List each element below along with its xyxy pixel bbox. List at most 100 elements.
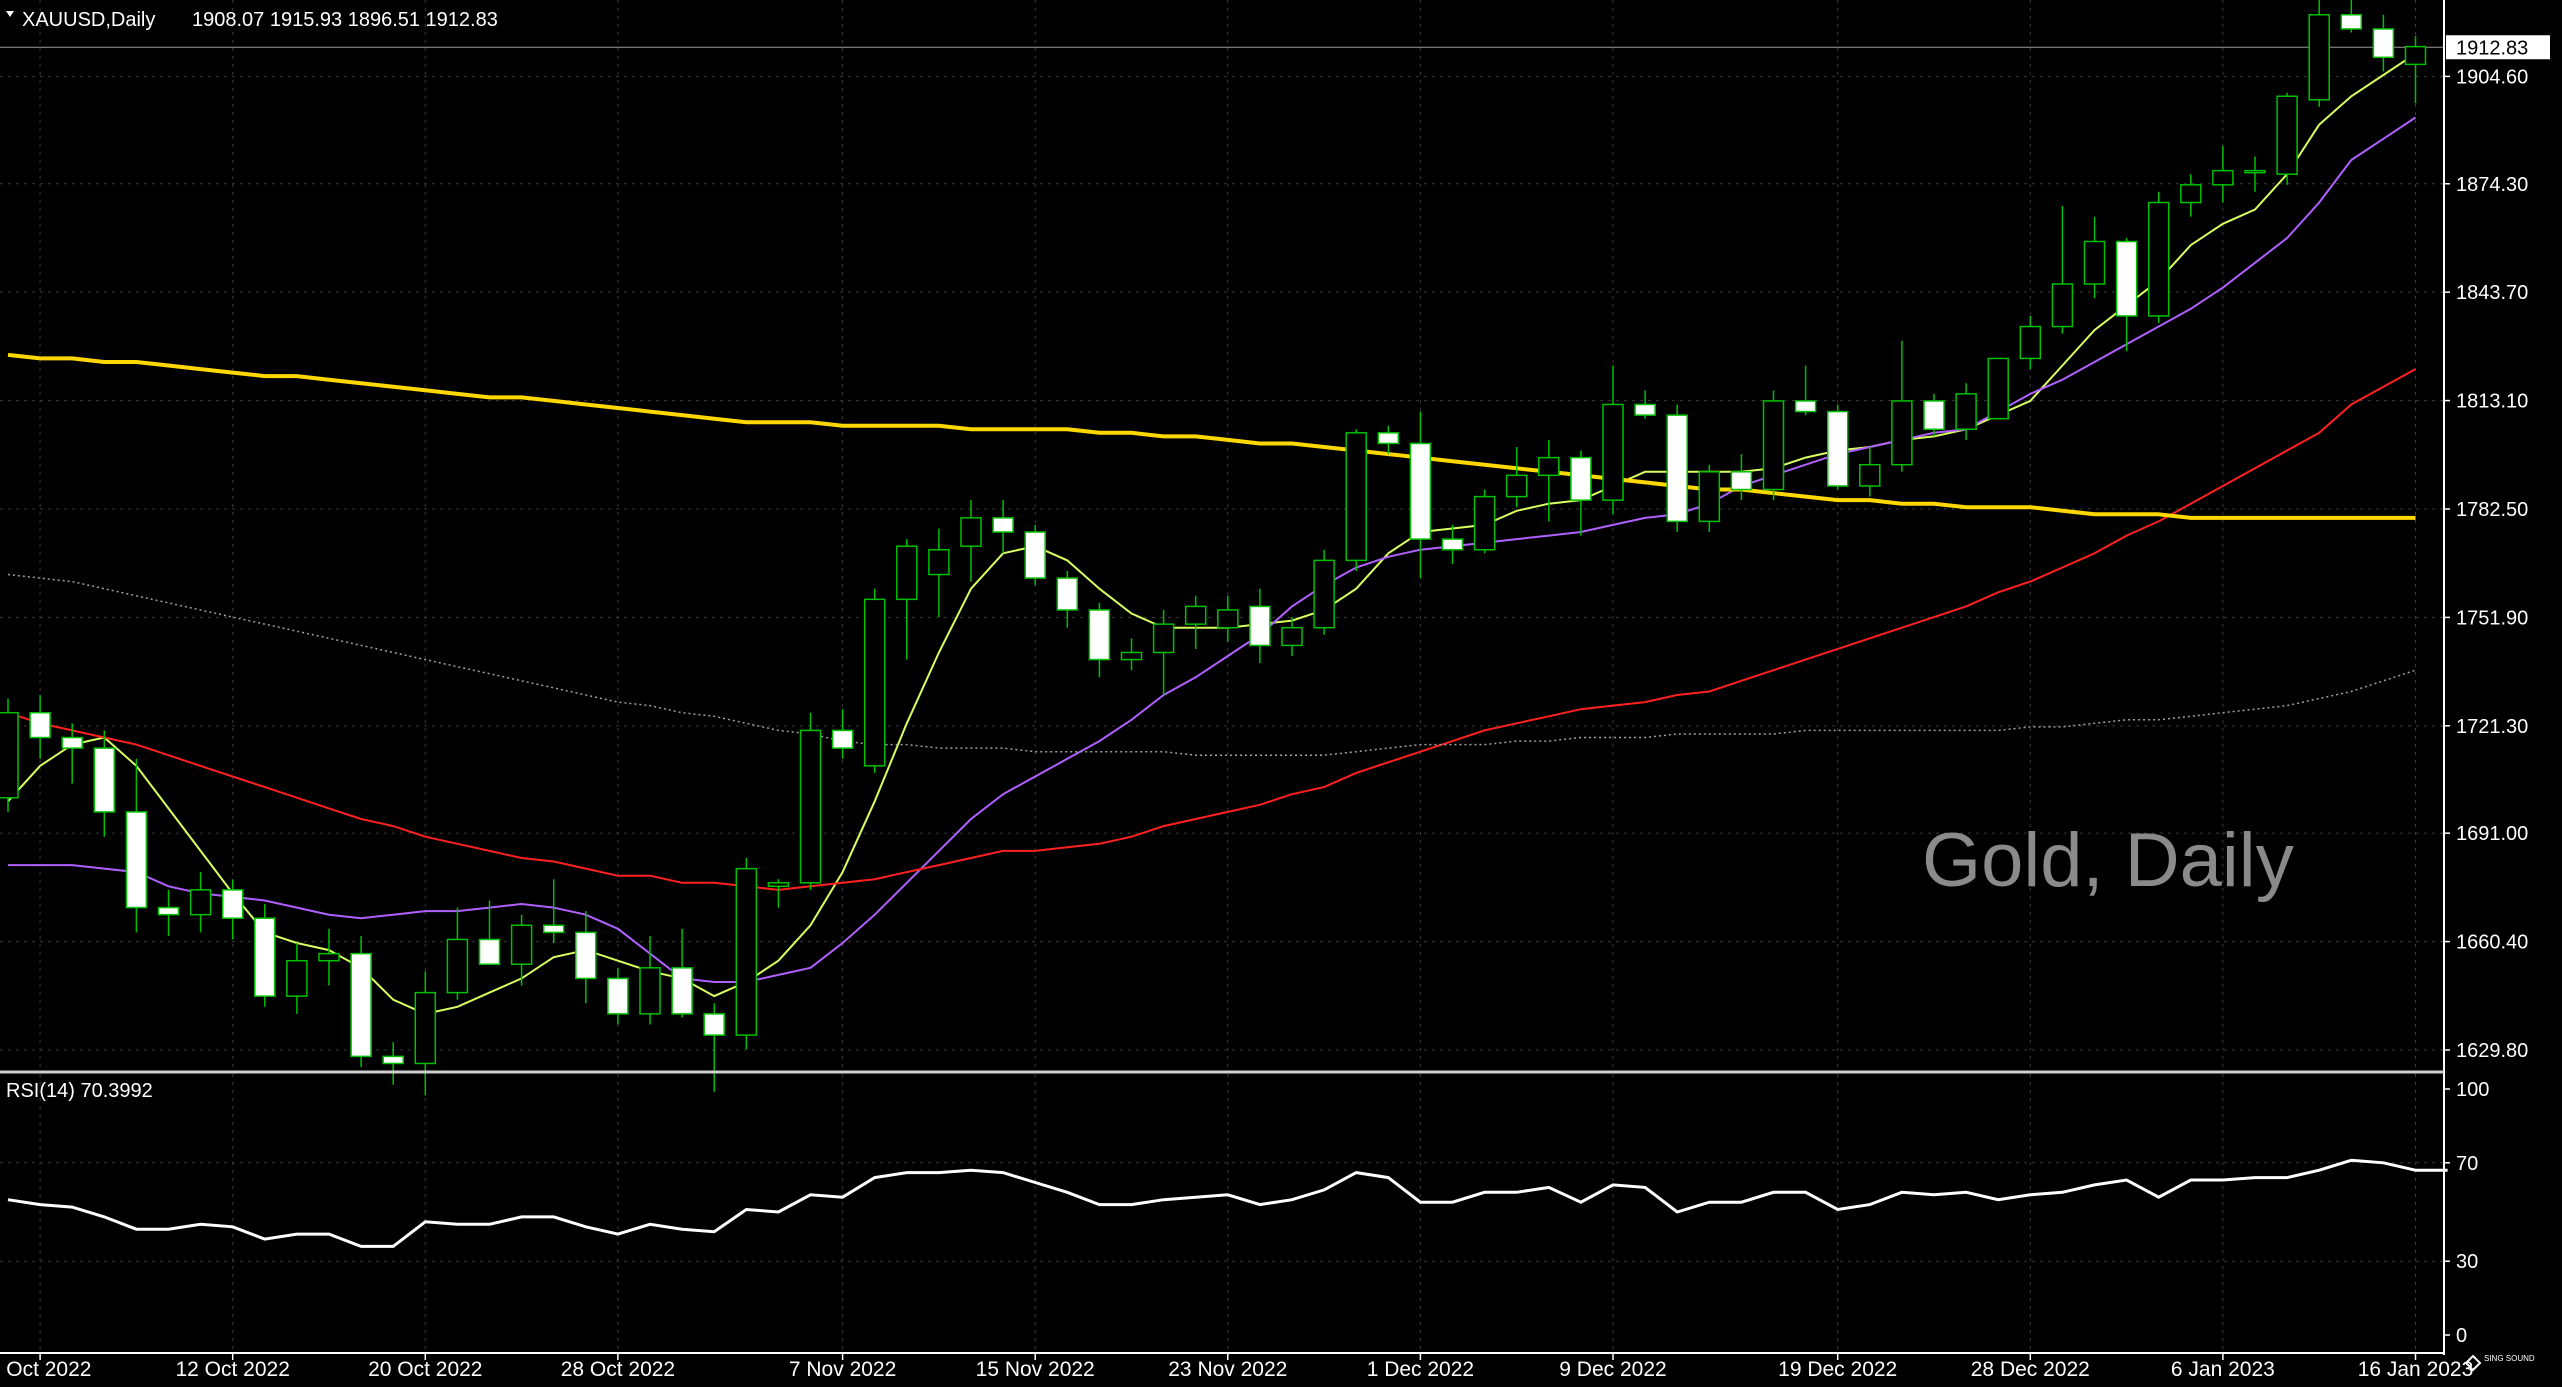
candle-bullish [1955, 383, 1977, 440]
candle-body [735, 867, 758, 1036]
candle-bullish [2276, 92, 2298, 185]
candle-bearish [350, 935, 372, 1068]
candle-bullish [799, 712, 822, 890]
x-tick-label: 6 Jan 2023 [2171, 1358, 2275, 1381]
rsi-y-tick-label: 30 [2456, 1251, 2478, 1273]
candle-bullish [1345, 429, 1367, 572]
candle-body [1538, 456, 1560, 477]
candle-bullish [1473, 489, 1496, 554]
candle-body [863, 598, 886, 767]
moving-average-line [7, 52, 2417, 1015]
x-tick-label: 1 Dec 2022 [1367, 1358, 1474, 1381]
moving-average-line [7, 573, 2416, 756]
candlesticks [0, 0, 2427, 1096]
candle-bearish [1088, 602, 1111, 678]
candle-body [1859, 463, 1881, 487]
x-tick-label: 28 Oct 2022 [561, 1358, 675, 1381]
candle-bullish [1120, 638, 1143, 671]
candle-body [1602, 403, 1624, 501]
candle-body [2372, 28, 2395, 59]
diamond-logo-icon [2464, 1354, 2482, 1372]
y-tick-label: 1904.60 [2456, 66, 2528, 88]
chart-frame [0, 0, 2445, 1355]
moving-averages [7, 52, 2417, 1015]
candle-bearish [542, 879, 565, 944]
candle-bearish [607, 967, 629, 1025]
candle-body [1826, 410, 1849, 487]
candle-body [1409, 442, 1432, 540]
x-tick-label: 7 Nov 2022 [789, 1358, 896, 1381]
candle-bearish [1923, 393, 1945, 437]
x-tick-label: 12 Oct 2022 [175, 1358, 289, 1381]
candle-body [1313, 559, 1335, 629]
candle-body [2083, 240, 2106, 285]
y-tick-label: 1691.00 [2456, 823, 2528, 845]
y-tick-label: 1660.40 [2456, 932, 2528, 954]
candle-bearish [2372, 14, 2395, 72]
candle-bullish [960, 500, 982, 582]
x-tick-label: 23 Nov 2022 [1168, 1358, 1287, 1381]
candle-body [1666, 414, 1688, 523]
candle-bullish [1538, 439, 1560, 522]
x-tick-label: 28 Dec 2022 [1971, 1358, 2090, 1381]
candle-body [1152, 623, 1175, 654]
candle-bullish [1891, 340, 1913, 472]
candle-body [61, 736, 83, 749]
y-tick-label: 1874.30 [2456, 174, 2528, 196]
candle-bearish [254, 904, 276, 1007]
candle-bearish [1056, 571, 1079, 628]
ohlc-label: 1908.07 1915.93 1896.51 1912.83 [192, 9, 498, 31]
candle-body [2340, 14, 2363, 30]
moving-average-line [8, 116, 2417, 983]
candle-body [29, 711, 51, 739]
candle-body [1056, 577, 1079, 611]
candle-bearish [1794, 365, 1817, 416]
collapse-triangle-icon[interactable] [6, 11, 14, 17]
candle-bullish [414, 971, 437, 1096]
candle-body [2212, 169, 2234, 186]
brand-logo: SING SOUND [2464, 1354, 2535, 1372]
candle-body [1441, 538, 1464, 551]
candle-body [960, 517, 982, 547]
y-tick-label: 1629.80 [2456, 1040, 2528, 1062]
candle-body [542, 924, 565, 934]
candle-bullish [2051, 206, 2074, 334]
candle-bearish [1024, 524, 1046, 586]
x-tick-label: 19 Dec 2022 [1778, 1358, 1897, 1381]
candle-bearish [221, 879, 244, 940]
candle-body [1184, 605, 1207, 625]
candle-bearish [1570, 450, 1592, 536]
candle-bullish [1505, 446, 1528, 508]
candle-body [831, 729, 854, 749]
candle-body [1088, 609, 1111, 661]
candle-body [639, 967, 661, 1015]
candle-body [2244, 169, 2266, 174]
candle-body [1762, 400, 1785, 491]
candle-body [318, 952, 340, 962]
x-tick-label: 15 Nov 2022 [976, 1358, 1095, 1381]
candle-body [1120, 651, 1143, 661]
rsi-header: RSI(14) 70.3992 [6, 1080, 153, 1102]
candle-body [1473, 495, 1496, 551]
candle-body [2051, 283, 2074, 328]
candle-bearish [992, 500, 1014, 554]
candle-bullish [1762, 390, 1785, 501]
candle-body [1955, 393, 1977, 431]
chart-grid [0, 0, 2444, 1350]
candle-bearish [1409, 411, 1432, 579]
candle-bearish [1826, 404, 1849, 490]
candle-body [446, 938, 469, 994]
candle-body [2115, 240, 2138, 317]
x-tick-label: 9 Dec 2022 [1559, 1358, 1666, 1381]
candle-bullish [1602, 365, 1624, 515]
candle-body [478, 938, 501, 966]
candle-bearish [478, 900, 501, 966]
candle-bearish [157, 889, 180, 936]
candle-bearish [1634, 390, 1656, 419]
candle-bearish [125, 758, 148, 933]
last-price-marker: 1912.83 [2446, 35, 2550, 60]
candle-body [896, 545, 918, 601]
candle-body [2147, 201, 2170, 317]
candle-bullish [1152, 609, 1175, 696]
